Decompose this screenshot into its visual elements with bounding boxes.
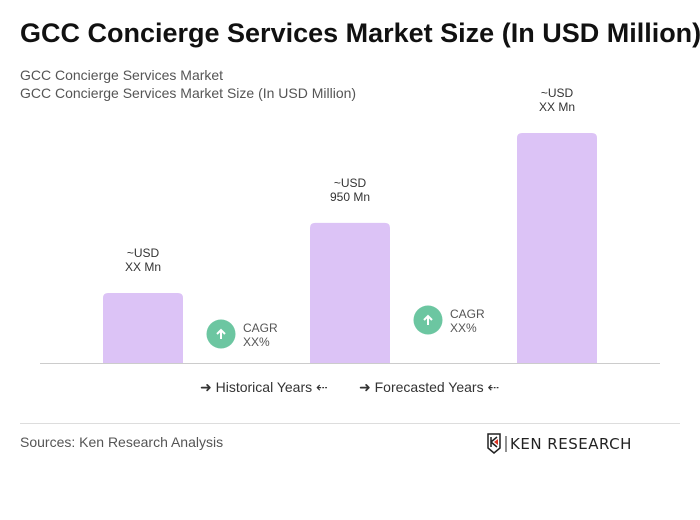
sources: Sources: Ken Research Analysis — [20, 434, 224, 450]
ken-research-logo: KEN RESEARCH — [486, 433, 656, 460]
legend-forecasted: ➜ Forecasted Years ⇠ — [359, 379, 500, 395]
data-label: ~USD — [334, 176, 367, 190]
svg-text:KEN RESEARCH: KEN RESEARCH — [510, 435, 632, 453]
legend-historical-label: Historical Years — [215, 379, 313, 395]
data-label: 950 Mn — [330, 190, 370, 204]
data-label: ~USD — [541, 86, 574, 100]
data-label: XX Mn — [125, 260, 161, 274]
up-arrow-icon — [423, 314, 433, 325]
cagr-label: CAGR — [450, 307, 485, 321]
cagr-label: XX% — [450, 321, 477, 335]
bar — [310, 222, 390, 363]
data-label: ~USD — [127, 246, 160, 260]
cagr-label: CAGR — [243, 321, 278, 335]
divider — [20, 423, 680, 424]
legend-forecasted-label: Forecasted Years — [374, 379, 484, 395]
bar — [517, 133, 597, 363]
page-title: GCC Concierge Services Market Size (In U… — [20, 18, 700, 48]
legend-historical: ➜ Historical Years ⇠ — [200, 379, 328, 395]
bar — [103, 292, 183, 363]
cagr-label: XX% — [243, 335, 270, 349]
up-arrow-icon — [216, 328, 226, 339]
data-label: XX Mn — [539, 100, 575, 114]
subtitle: GCC Concierge Services Market — [20, 67, 224, 83]
subtitle-2: GCC Concierge Services Market Size (In U… — [20, 85, 357, 101]
